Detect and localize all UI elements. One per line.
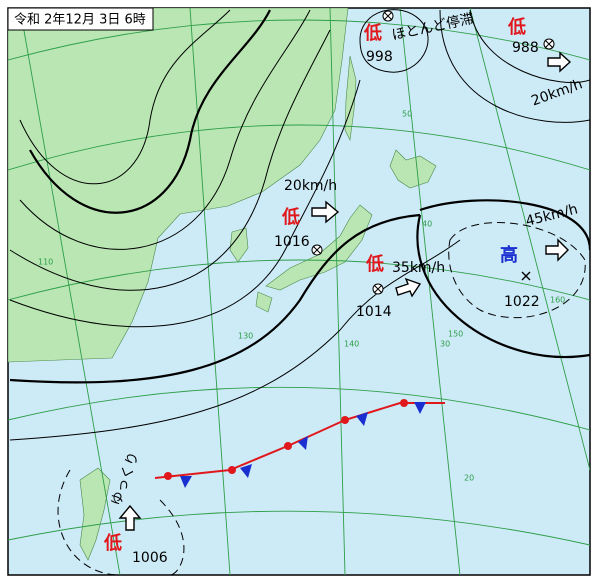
lon-label: 130 bbox=[238, 332, 253, 341]
pressure: 988 bbox=[512, 40, 539, 56]
system-kind: 低 bbox=[103, 532, 122, 554]
island bbox=[255, 291, 273, 313]
lat-label: 20 bbox=[464, 474, 474, 483]
lat-label: 30 bbox=[440, 340, 450, 349]
pressure: 1022 bbox=[504, 294, 540, 310]
lat-label: 40 bbox=[422, 220, 432, 229]
pressure: 1006 bbox=[132, 550, 168, 566]
system-kind: 低 bbox=[365, 253, 384, 275]
lon-label: 150 bbox=[448, 330, 463, 339]
system-kind: 低 bbox=[281, 206, 300, 228]
lon-label: 110 bbox=[38, 258, 53, 267]
stationary-front bbox=[154, 399, 445, 488]
grid-labels: 50 40 30 20 110 130 140 150 160 bbox=[38, 110, 565, 483]
speed: 35km/h bbox=[392, 260, 445, 276]
pressure: 1014 bbox=[356, 304, 392, 320]
pressure: 998 bbox=[366, 49, 393, 65]
graticule bbox=[8, 8, 590, 575]
island bbox=[344, 55, 357, 142]
island bbox=[265, 204, 373, 291]
lon-label: 160 bbox=[550, 296, 565, 305]
system-kind: 低 bbox=[363, 22, 382, 44]
low-1014: 低 35km/h 1014 bbox=[356, 253, 445, 320]
island bbox=[389, 149, 437, 189]
low-1016: 20km/h 低 1016 bbox=[274, 178, 340, 256]
speed: 20km/h bbox=[284, 178, 337, 194]
isobars bbox=[9, 9, 590, 575]
system-kind: 低 bbox=[507, 16, 526, 38]
lon-label: 140 bbox=[344, 340, 359, 349]
pressure: 1016 bbox=[274, 234, 310, 250]
system-kind: 高 bbox=[500, 244, 518, 266]
continent bbox=[8, 8, 349, 363]
lat-label: 50 bbox=[402, 110, 412, 119]
map-title: 令和 2年12月 3日 6時 bbox=[14, 13, 146, 28]
title-box bbox=[7, 7, 154, 31]
